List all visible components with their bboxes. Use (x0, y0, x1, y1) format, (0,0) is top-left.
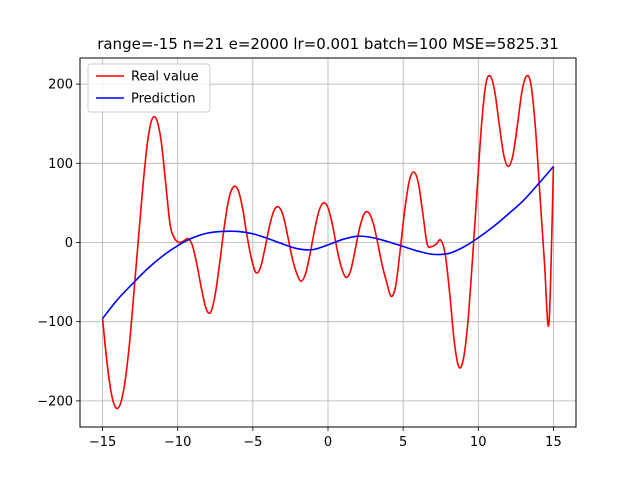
y-tick-label: 200 (48, 78, 73, 93)
chart-title: range=-15 n=21 e=2000 lr=0.001 batch=100… (97, 35, 559, 53)
y-axis: −200 −100 0 100 200 (37, 78, 80, 409)
series-line-real-value (101, 74, 555, 410)
x-tick-label: −15 (89, 435, 116, 450)
legend: Real value Prediction (87, 63, 211, 113)
series-layer (101, 74, 555, 410)
x-tick-label: 0 (324, 435, 332, 450)
x-tick-label: 5 (399, 435, 407, 450)
x-tick-label: −5 (243, 435, 262, 450)
y-tick-label: 0 (65, 236, 73, 251)
legend-label-prediction: Prediction (131, 92, 196, 107)
legend-label-real-value: Real value (131, 70, 199, 85)
y-tick-label: −100 (37, 315, 73, 330)
x-tick-label: −10 (164, 435, 191, 450)
x-tick-label: 10 (470, 435, 487, 450)
x-axis: −15 −10 −5 0 5 10 15 (89, 427, 562, 450)
y-tick-label: 100 (48, 157, 73, 172)
series-line-prediction (101, 165, 555, 320)
x-tick-label: 15 (545, 435, 562, 450)
grid (80, 58, 576, 427)
y-tick-label: −200 (37, 394, 73, 409)
